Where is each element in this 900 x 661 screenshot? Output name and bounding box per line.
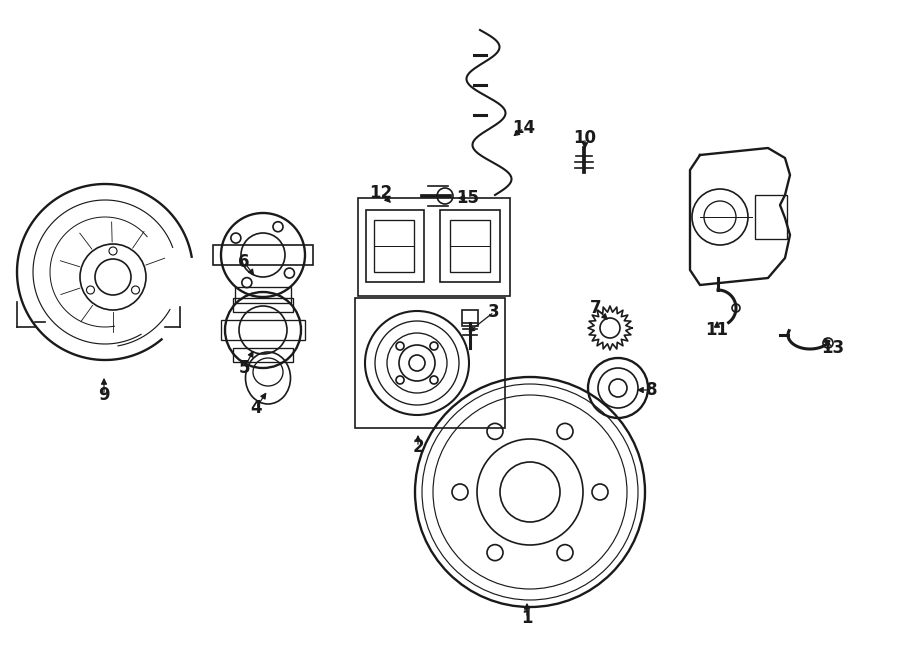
Bar xyxy=(221,320,305,340)
Bar xyxy=(233,348,293,362)
Text: 15: 15 xyxy=(456,189,480,207)
Text: 8: 8 xyxy=(646,381,658,399)
Bar xyxy=(374,220,414,272)
Text: 11: 11 xyxy=(706,321,728,339)
Text: 2: 2 xyxy=(412,438,424,456)
Text: 12: 12 xyxy=(369,184,392,202)
Text: 4: 4 xyxy=(250,399,262,417)
Bar xyxy=(358,198,510,296)
Text: 6: 6 xyxy=(238,253,250,271)
Text: 1: 1 xyxy=(521,609,533,627)
Text: 10: 10 xyxy=(573,129,597,147)
Text: 14: 14 xyxy=(512,119,535,137)
Bar xyxy=(213,245,313,265)
Text: 13: 13 xyxy=(822,339,844,357)
Text: 5: 5 xyxy=(238,359,250,377)
Text: 3: 3 xyxy=(488,303,500,321)
Bar xyxy=(235,287,291,303)
Bar xyxy=(355,298,505,428)
Bar xyxy=(366,210,424,282)
Text: 7: 7 xyxy=(590,299,602,317)
Bar xyxy=(462,310,478,326)
Bar xyxy=(233,298,293,312)
Text: 9: 9 xyxy=(98,386,110,404)
Bar xyxy=(755,195,787,239)
Bar xyxy=(440,210,500,282)
Bar xyxy=(450,220,490,272)
